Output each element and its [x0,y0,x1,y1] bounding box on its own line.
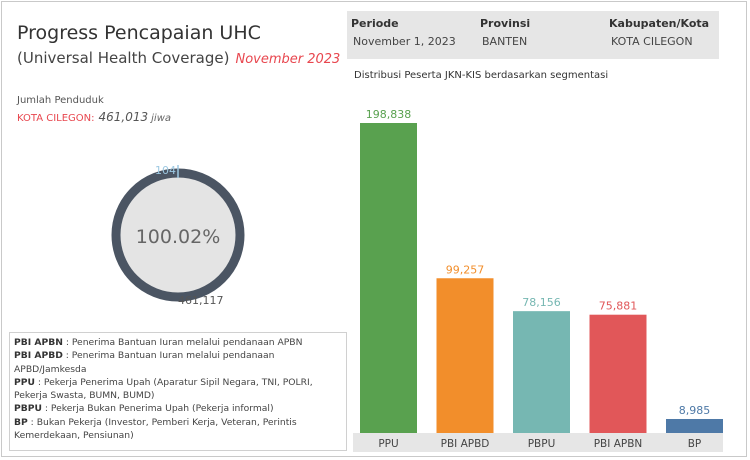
coverage-donut [111,165,245,302]
category-axis-band [353,433,723,452]
population-line: KOTA CILEGON: 461,013 jiwa [17,110,171,124]
legend-item: PBPU : Pekerja Bukan Penerima Upah (Peke… [14,403,274,415]
month-label: November 2023 [235,52,341,67]
filter-periode-value[interactable]: November 1, 2023 [353,35,456,48]
chart-title: Distribusi Peserta JKN-KIS berdasarkan s… [354,70,609,81]
population-label: Jumlah Penduduk [17,95,104,106]
filter-provinsi-label: Provinsi [480,17,531,30]
population-unit: jiwa [151,113,172,124]
donut-center [116,173,240,297]
filter-periode-label: Periode [351,17,399,30]
segment-legend: PBI APBN : Penerima Bantuan Iuran melalu… [9,332,347,451]
category-tick-label: PBPU [528,438,556,450]
legend-item: PBI APBN : Penerima Bantuan Iuran melalu… [14,337,303,348]
donut-top-label: 104 [155,164,176,177]
bar-ppu[interactable] [360,123,417,433]
page-subtitle: (Universal Health Coverage) November 2023 [17,49,340,67]
bar-pbi-apbn[interactable] [589,314,647,433]
category-tick-label: PBI APBN [594,438,643,450]
filter-provinsi-value[interactable]: BANTEN [482,35,528,48]
bar-pbi-apbd[interactable] [436,278,494,433]
segment-bar-chart: 198,838 PPU 99,257 PBI APBD 78,156 PBPU 75,881… [353,108,723,452]
legend-item: BP : Bukan Pekerja (Investor, Pemberi Ke… [14,416,297,442]
population-city: KOTA CILEGON: [17,113,95,124]
category-tick-label: PPU [378,438,398,450]
category-tick-label: BP [688,438,702,450]
legend-item: PPU : Pekerja Penerima Upah (Aparatur Si… [14,376,313,402]
donut-bottom-label: 461,117 [178,294,224,307]
bar-bp[interactable] [666,418,723,433]
bar-value-label: 198,838 [366,108,412,121]
population-value: 461,013 [98,110,149,124]
bar-value-label: 75,881 [599,300,638,313]
category-tick-label: PBI APBD [441,438,490,450]
bar-value-label: 78,156 [522,296,561,309]
bar-value-label: 99,257 [446,263,485,276]
filter-panel: Periode November 1, 2023 Provinsi BANTEN… [347,11,719,59]
filter-kabupaten-label: Kabupaten/Kota [609,17,710,30]
subtitle-text: (Universal Health Coverage) [17,49,230,67]
filter-kabupaten-value[interactable]: KOTA CILEGON [611,35,693,48]
bar-value-label: 8,985 [679,404,711,417]
donut-percent: 100.02% [135,226,221,248]
legend-item: PBI APBD : Penerima Bantuan Iuran melalu… [14,350,275,375]
bar-pbpu[interactable] [513,311,570,433]
page-title: Progress Pencapaian UHC [17,22,261,44]
